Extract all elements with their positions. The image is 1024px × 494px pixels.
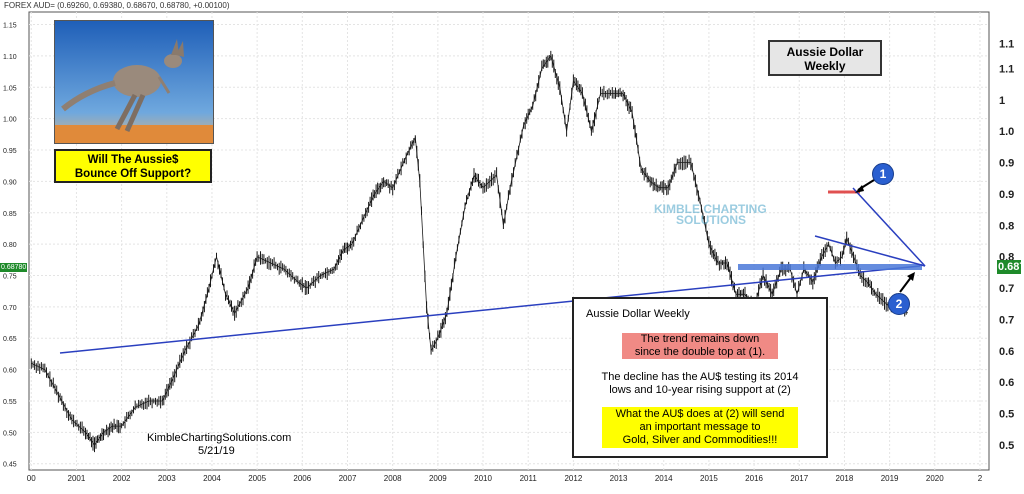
y-tick-label-right: 1.1	[999, 63, 1014, 75]
question-callout: Will The Aussie$ Bounce Off Support?	[54, 149, 212, 183]
watermark-logo: KIMBLE CHARTING SOLUTIONS	[654, 202, 794, 229]
marker-1: 1	[872, 163, 894, 185]
x-tick-label: 2009	[429, 474, 447, 483]
annotation-yellow-line-2: an important message to	[639, 421, 761, 433]
support-band	[738, 264, 922, 270]
arrow-1-head	[855, 185, 864, 193]
x-tick-label: 2	[978, 474, 983, 483]
y-tick-label-left: 0.85	[3, 211, 17, 218]
last-price-right: 0.687	[997, 260, 1021, 274]
y-tick-label-left: 0.70	[3, 305, 17, 312]
x-grid	[30, 12, 981, 470]
credit-text: KimbleChartingSolutions.com	[147, 432, 292, 444]
plot-area	[28, 11, 990, 471]
y-tick-label-left: 0.45	[3, 462, 17, 469]
y-tick-label-right: 0.5	[999, 440, 1014, 452]
x-tick-label: 2011	[520, 474, 538, 483]
y-tick-label-left: 0.65	[3, 336, 17, 343]
y-tick-label-right: 0.6	[999, 346, 1014, 358]
y-tick-label-right: 1.0	[999, 126, 1014, 138]
x-axis: 00 2001 2002 2003 2004 2005 2006 2007 2008 2009 20…	[27, 474, 983, 483]
y-tick-label-left: 0.90	[3, 179, 17, 186]
y-tick-label-right: 0.7	[999, 314, 1014, 326]
y-axis-right: 1.11.111.00.90.90.80.80.70.70.60.60.50.5	[999, 38, 1014, 452]
y-tick-label-right: 1	[999, 95, 1005, 107]
x-tick-label: 2008	[384, 474, 402, 483]
y-tick-label-left: 0.60	[3, 368, 17, 375]
annotation-yellow: What the AU$ does at (2) will send an im…	[602, 407, 798, 448]
arrow-2-head	[907, 272, 915, 281]
title-box: Aussie Dollar Weekly	[768, 40, 882, 76]
annotation-yellow-line-1: What the AU$ does at (2) will send	[615, 408, 785, 420]
x-tick-label: 2018	[836, 474, 854, 483]
annotation-red-line-1: The trend remains down	[622, 333, 778, 346]
watermark-line-1: KIMBLE CHARTING	[654, 202, 767, 216]
annotation-box: Aussie Dollar Weekly The trend remains d…	[572, 297, 828, 458]
x-tick-label: 2004	[203, 474, 221, 483]
price-series	[30, 50, 909, 453]
x-tick-label: 2017	[790, 474, 808, 483]
y-axis-left: 1.15 1.10 1.05 1.00 0.95 0.90 0.85 0.80 0.75 0.70…	[3, 23, 17, 469]
arrow-2	[899, 275, 913, 293]
last-price-left: 0.68780	[0, 263, 28, 272]
x-tick-label: 2020	[926, 474, 944, 483]
x-tick-label: 2003	[158, 474, 176, 483]
x-tick-label: 2013	[610, 474, 628, 483]
x-tick-label: 2010	[474, 474, 492, 483]
y-tick-label-right: 0.6	[999, 377, 1014, 389]
x-tick-label: 2015	[700, 474, 718, 483]
title-line-1: Aussie Dollar	[786, 45, 864, 59]
kangaroo-photo	[54, 20, 214, 144]
date-text: 5/21/19	[198, 445, 235, 457]
annotation-mid-line-2: lows and 10-year rising support at (2)	[609, 384, 791, 396]
annotation-mid-line-1: The decline has the AU$ testing its 2014	[601, 371, 799, 383]
rising-support-line	[59, 265, 921, 354]
watermark-line-2: SOLUTIONS	[676, 213, 747, 227]
y-tick-label-left: 0.80	[3, 242, 17, 249]
marker-2: 2	[888, 293, 910, 315]
x-tick-label: 2007	[339, 474, 357, 483]
x-tick-label: 2016	[745, 474, 763, 483]
y-tick-label-right: 0.9	[999, 158, 1014, 170]
downtrend-line-lower	[814, 235, 926, 267]
y-tick-label-right: 1.1	[999, 38, 1014, 50]
annotation-title: Aussie Dollar Weekly	[586, 308, 690, 320]
y-tick-label-left: 0.55	[3, 399, 17, 406]
x-tick-label: 00	[27, 474, 36, 483]
x-tick-label: 2002	[113, 474, 131, 483]
annotation-yellow-line-3: Gold, Silver and Commodities!!!	[622, 434, 778, 446]
price-line	[31, 54, 909, 446]
title-line-2: Weekly	[804, 59, 846, 73]
x-tick-label: 2001	[68, 474, 86, 483]
annotation-red-line-2: since the double top at (1).	[622, 346, 778, 359]
x-tick-label: 2019	[881, 474, 899, 483]
x-tick-label: 2006	[293, 474, 311, 483]
y-tick-label-left: 1.05	[3, 85, 17, 92]
x-tick-label: 2014	[655, 474, 673, 483]
y-tick-label-left: 0.95	[3, 148, 17, 155]
y-tick-label-right: 0.7	[999, 283, 1014, 295]
y-tick-label-right: 0.5	[999, 409, 1014, 421]
y-tick-label-left: 0.75	[3, 274, 17, 281]
x-tick-label: 2012	[564, 474, 582, 483]
callout-line-2: Bounce Off Support?	[74, 168, 192, 180]
y-tick-label-left: 1.10	[3, 54, 17, 61]
downtrend-line-upper	[852, 187, 926, 267]
y-tick-label-right: 0.9	[999, 189, 1014, 201]
y-tick-label-left: 1.15	[3, 23, 17, 30]
y-tick-label-right: 0.8	[999, 220, 1014, 232]
callout-line-1: Will The Aussie$	[87, 154, 179, 166]
x-tick-label: 2005	[248, 474, 266, 483]
chart-header: FOREX AUD= (0.69260, 0.69380, 0.68670, 0…	[4, 1, 230, 10]
y-tick-label-left: 1.00	[3, 117, 17, 124]
y-tick-label-left: 0.50	[3, 430, 17, 437]
